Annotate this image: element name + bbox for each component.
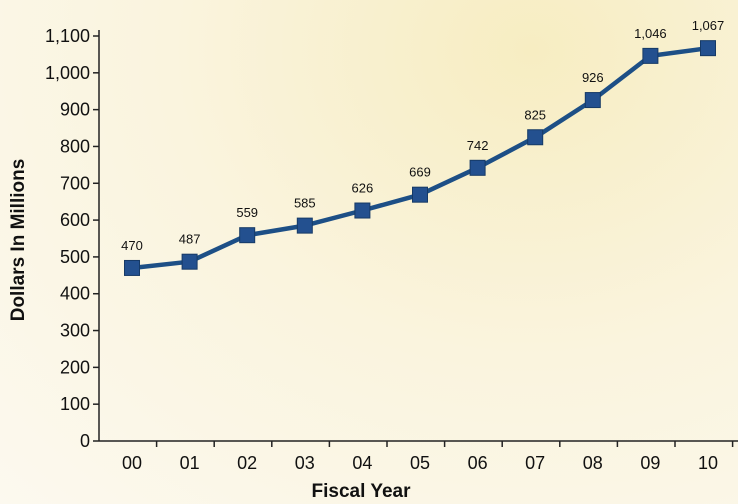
x-tick-label: 03 [295, 453, 315, 473]
x-tick-label: 01 [180, 453, 200, 473]
series-revenue [131, 45, 709, 271]
data-label: 585 [294, 196, 316, 211]
data-point-marker [412, 186, 428, 203]
data-point-marker [700, 40, 716, 57]
y-tick-label: 700 [60, 173, 90, 193]
data-label: 926 [582, 70, 604, 85]
y-axis: 0 100 200 300 400 500 600 700 800 900 1,000 1,100 [45, 26, 100, 451]
data-label: 1,067 [692, 18, 725, 33]
y-tick-label: 900 [60, 100, 90, 120]
data-point-marker [354, 202, 371, 219]
x-tick-label: 10 [698, 453, 718, 473]
data-label: 559 [236, 205, 258, 220]
x-tick-label: 06 [468, 453, 488, 473]
y-tick-label: 500 [60, 247, 90, 267]
y-axis-title: Dollars In Millions [8, 159, 29, 322]
x-tick-label: 02 [237, 453, 257, 473]
data-point-marker [239, 227, 256, 244]
y-tick-label: 100 [60, 394, 90, 414]
data-point-marker [584, 92, 601, 109]
data-label: 470 [121, 238, 143, 253]
data-label: 825 [524, 107, 546, 122]
y-tick-label: 1,000 [45, 63, 90, 83]
series-line [131, 45, 709, 271]
x-axis: 00 01 02 03 04 05 06 07 08 09 10 [99, 440, 738, 473]
data-label: 669 [409, 165, 431, 180]
data-label: 487 [179, 232, 201, 247]
data-point-marker [642, 47, 659, 64]
x-tick-label: 00 [122, 453, 142, 473]
x-tick-label: 09 [640, 453, 660, 473]
y-tick-label: 600 [60, 210, 90, 230]
y-tick-label: 200 [60, 357, 90, 377]
data-point-marker [124, 259, 140, 276]
data-markers [124, 40, 716, 276]
data-label: 626 [352, 181, 374, 196]
x-tick-label: 05 [410, 453, 430, 473]
data-point-marker [181, 253, 198, 270]
data-point-marker [296, 217, 313, 234]
x-tick-label: 07 [525, 453, 545, 473]
y-tick-label: 1,100 [45, 26, 90, 46]
data-labels: 470 487 559 585 626 669 742 825 926 1,046 1,067 [121, 18, 724, 253]
y-tick-label: 300 [60, 321, 90, 341]
y-tick-label: 0 [80, 431, 90, 451]
data-label: 1,046 [634, 26, 667, 41]
x-tick-label: 04 [352, 453, 372, 473]
data-point-marker [527, 129, 544, 146]
y-tick-label: 400 [60, 284, 90, 304]
x-axis-title: Fiscal Year [312, 481, 412, 502]
data-point-marker [469, 159, 486, 176]
x-tick-label: 08 [583, 453, 603, 473]
data-label: 742 [467, 138, 489, 153]
y-tick-label: 800 [60, 136, 90, 156]
